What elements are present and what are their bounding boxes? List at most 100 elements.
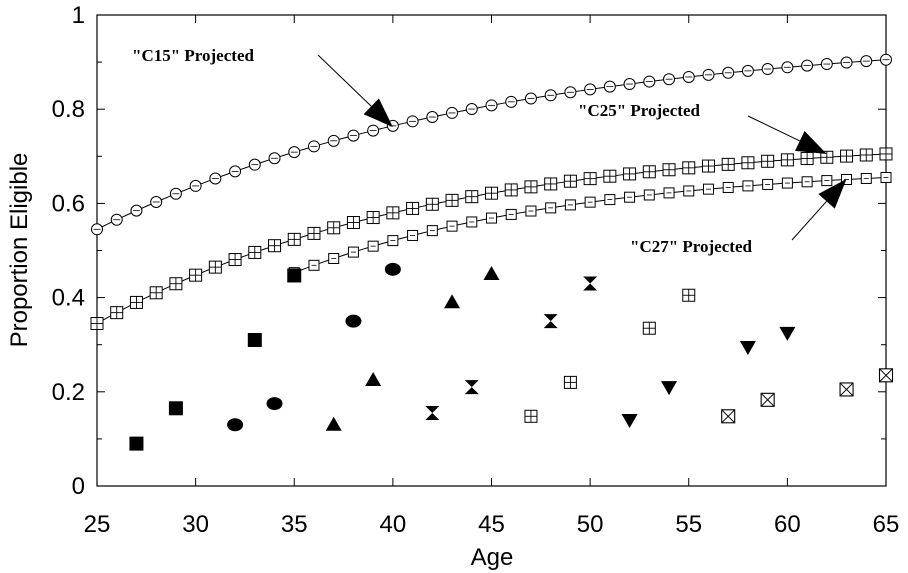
marker-triangle-down bbox=[779, 326, 796, 341]
marker-square-dot bbox=[643, 189, 655, 201]
marker-circle-open bbox=[584, 83, 597, 96]
marker-square-plus bbox=[307, 226, 321, 240]
annotation-arrow-head bbox=[363, 98, 393, 128]
marker-part bbox=[325, 416, 342, 431]
marker-square-dot bbox=[347, 246, 359, 258]
marker-circle-open bbox=[465, 103, 478, 116]
marker-triangle-down bbox=[739, 341, 756, 356]
marker-circle-open bbox=[229, 165, 242, 178]
marker-circle-open bbox=[702, 68, 715, 81]
marker-part bbox=[879, 368, 893, 383]
marker-circle-open bbox=[130, 204, 143, 217]
marker-hourglass bbox=[425, 405, 440, 420]
marker-square-dot bbox=[683, 185, 695, 197]
marker-circle-open bbox=[268, 152, 281, 165]
annotation-arrow-shaft bbox=[747, 115, 801, 142]
marker-square-plus bbox=[524, 180, 538, 194]
marker-square-plus bbox=[642, 165, 656, 179]
projected-curves bbox=[90, 53, 893, 331]
marker-square-plus bbox=[800, 152, 814, 166]
marker-part bbox=[661, 381, 678, 396]
marker-circle-open bbox=[327, 134, 340, 147]
marker-square-plus bbox=[228, 253, 242, 267]
marker-part bbox=[247, 332, 262, 347]
marker-square-dot bbox=[841, 173, 853, 185]
y-tick-label: 1 bbox=[72, 2, 85, 29]
marker-square-plus bbox=[859, 148, 873, 162]
marker-square-plus bbox=[90, 317, 104, 331]
marker-square-dot bbox=[387, 235, 399, 247]
marker-circle-open bbox=[860, 55, 873, 68]
x-tick-label: 35 bbox=[281, 511, 308, 538]
marker-circle-open bbox=[406, 115, 419, 128]
marker-triangle-down bbox=[661, 381, 678, 396]
marker-square-plus bbox=[465, 190, 479, 204]
marker-square-plus bbox=[445, 193, 459, 207]
annotation-arrow-shaft bbox=[317, 54, 372, 107]
marker-square-plus bbox=[208, 260, 222, 274]
marker-circle-open bbox=[544, 89, 557, 102]
marker-part bbox=[839, 382, 854, 397]
marker-square-dot bbox=[407, 229, 419, 241]
marker-circle-open bbox=[307, 140, 320, 153]
marker-square-plus bbox=[485, 186, 498, 200]
marker-square-plus bbox=[563, 174, 577, 188]
marker-circle-open bbox=[150, 195, 163, 208]
marker-square-dot bbox=[624, 191, 636, 203]
marker-circle-filled bbox=[345, 314, 362, 328]
annotation-label: "C15" Projected bbox=[132, 46, 254, 65]
marker-part bbox=[384, 262, 401, 276]
marker-circle-open bbox=[682, 70, 695, 83]
marker-part bbox=[129, 436, 144, 451]
annotation-arrow-head bbox=[818, 178, 847, 209]
marker-square-cross bbox=[878, 368, 894, 383]
marker-circle-open bbox=[840, 56, 853, 69]
marker-square-dot bbox=[742, 180, 754, 192]
marker-circle-open bbox=[446, 106, 459, 119]
marker-triangle-up bbox=[483, 266, 500, 281]
projected-curve-line bbox=[294, 177, 887, 274]
marker-square-dot bbox=[466, 216, 478, 228]
marker-triangle-up bbox=[325, 416, 342, 431]
x-tick-label: 65 bbox=[873, 511, 900, 538]
marker-circle-open bbox=[209, 172, 222, 185]
marker-square-filled bbox=[287, 268, 302, 283]
marker-circle-open bbox=[91, 223, 103, 236]
plot-frame bbox=[96, 14, 887, 487]
marker-square-plus bbox=[248, 245, 262, 259]
marker-square-dot bbox=[584, 196, 596, 208]
marker-square-plus bbox=[623, 167, 637, 181]
marker-square-filled bbox=[168, 401, 183, 416]
marker-circle-open bbox=[741, 64, 754, 77]
marker-square-plus bbox=[110, 306, 124, 320]
marker-circle-filled bbox=[227, 418, 244, 432]
marker-square-dot bbox=[426, 225, 438, 237]
marker-triangle-up bbox=[444, 294, 461, 309]
marker-circle-open bbox=[485, 99, 498, 112]
marker-circle-open bbox=[248, 158, 261, 171]
marker-square-filled bbox=[247, 332, 262, 347]
marker-circle-open bbox=[643, 75, 656, 88]
marker-square-plus bbox=[287, 232, 301, 246]
annotation-arrow-shaft bbox=[791, 200, 827, 241]
annotations: "C15" Projected "C25" Projected "C27" Pr… bbox=[132, 46, 847, 256]
marker-square-plus bbox=[682, 288, 696, 302]
marker-square-plus bbox=[504, 183, 518, 197]
marker-circle-open bbox=[367, 124, 380, 137]
marker-square-plus bbox=[603, 169, 617, 183]
marker-part bbox=[583, 276, 598, 291]
x-axis-title: Age bbox=[471, 544, 514, 571]
marker-part bbox=[739, 341, 756, 356]
marker-hourglass bbox=[583, 276, 598, 291]
marker-square-plus bbox=[544, 177, 558, 191]
marker-square-plus bbox=[406, 201, 420, 215]
marker-triangle-down bbox=[621, 414, 638, 429]
y-tick-label: 0.8 bbox=[52, 96, 85, 123]
y-tick-label: 0.4 bbox=[52, 285, 85, 312]
annotation-label: "C25" Projected bbox=[578, 101, 700, 120]
marker-circle-filled bbox=[266, 397, 283, 411]
marker-square-dot bbox=[505, 208, 517, 220]
marker-part bbox=[721, 409, 736, 424]
marker-part bbox=[444, 294, 461, 309]
marker-square-cross bbox=[839, 382, 854, 397]
